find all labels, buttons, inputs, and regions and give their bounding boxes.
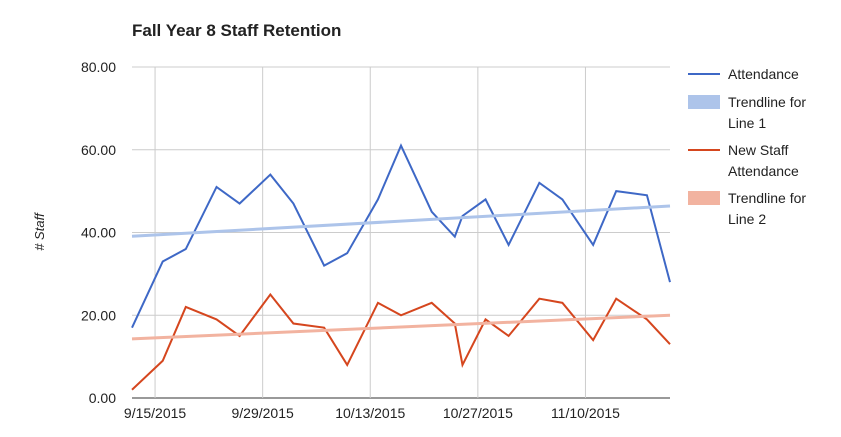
x-tick-label: 10/27/2015 xyxy=(443,405,513,421)
y-tick-label: 40.00 xyxy=(81,225,116,241)
x-tick-label: 9/15/2015 xyxy=(124,405,186,421)
x-tick-label: 10/13/2015 xyxy=(335,405,405,421)
y-tick-label: 80.00 xyxy=(81,59,116,75)
y-axis-label: # Staff xyxy=(32,212,47,251)
legend-label: Trendline for Line 1 xyxy=(728,94,807,131)
legend-swatch xyxy=(688,95,720,109)
data-line xyxy=(131,292,671,391)
legend-label: New Staff Attendance xyxy=(728,142,799,179)
y-tick-label: 20.00 xyxy=(81,307,116,323)
legend-swatch xyxy=(688,191,720,205)
x-tick-label: 9/29/2015 xyxy=(232,405,294,421)
y-tick-label: 0.00 xyxy=(89,390,116,406)
data-line xyxy=(131,143,671,329)
trendline xyxy=(131,313,671,341)
x-tick-label: 11/10/2015 xyxy=(551,405,620,421)
legend-label: Trendline for Line 2 xyxy=(728,190,807,227)
legend-label: Attendance xyxy=(728,66,799,82)
trendline xyxy=(131,204,671,238)
y-tick-label: 60.00 xyxy=(81,142,116,158)
chart-title: Fall Year 8 Staff Retention xyxy=(132,21,341,40)
